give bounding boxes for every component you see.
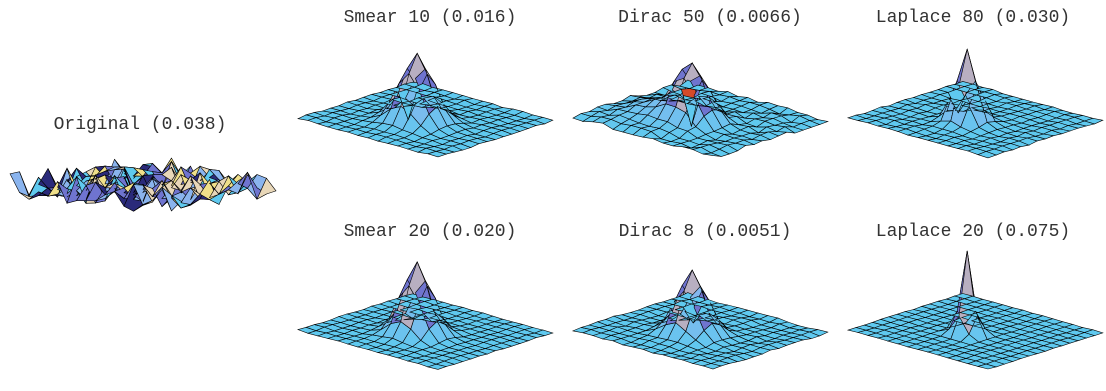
surface-plot-dirac-50 [572,62,829,157]
surface-facet [256,177,277,200]
panel-title-smear-20: Smear 20 (0.020) [343,222,517,242]
surface-plot-smear-10 [297,52,554,158]
panel-title-smear-10: Smear 10 (0.016) [343,8,517,28]
panel-title-laplace-20: Laplace 20 (0.075) [875,222,1071,242]
surface-facet [1083,329,1104,336]
surface-facet [1083,117,1104,125]
surface-facet [809,119,829,125]
surface-plot-laplace-80 [846,48,1104,159]
surface-plot-original [9,157,277,212]
panel-title-dirac-8: Dirac 8 (0.0051) [618,222,792,242]
surface-facet [533,116,554,125]
panel-dirac-8: Dirac 8 (0.0051) [565,195,835,391]
panel-title-original: Original (0.038) [53,115,227,135]
panel-smear-20: Smear 20 (0.020) [290,195,560,391]
surface-facet [808,329,829,337]
panel-dirac-50: Dirac 50 (0.0066) [565,0,835,195]
panel-smear-10: Smear 10 (0.016) [290,0,560,195]
panel-title-dirac-50: Dirac 50 (0.0066) [618,8,802,28]
panel-title-laplace-80: Laplace 80 (0.030) [875,8,1071,28]
surface-plot-smear-20 [297,261,554,370]
surface-plot-dirac-8 [571,269,829,370]
surface-facet [533,329,554,337]
surface-facet [38,167,58,189]
panel-laplace-80: Laplace 80 (0.030) [840,0,1106,195]
surface-plot-laplace-20 [846,250,1104,370]
panel-laplace-20: Laplace 20 (0.075) [840,195,1106,391]
panel-original: Original (0.038) [0,0,290,391]
